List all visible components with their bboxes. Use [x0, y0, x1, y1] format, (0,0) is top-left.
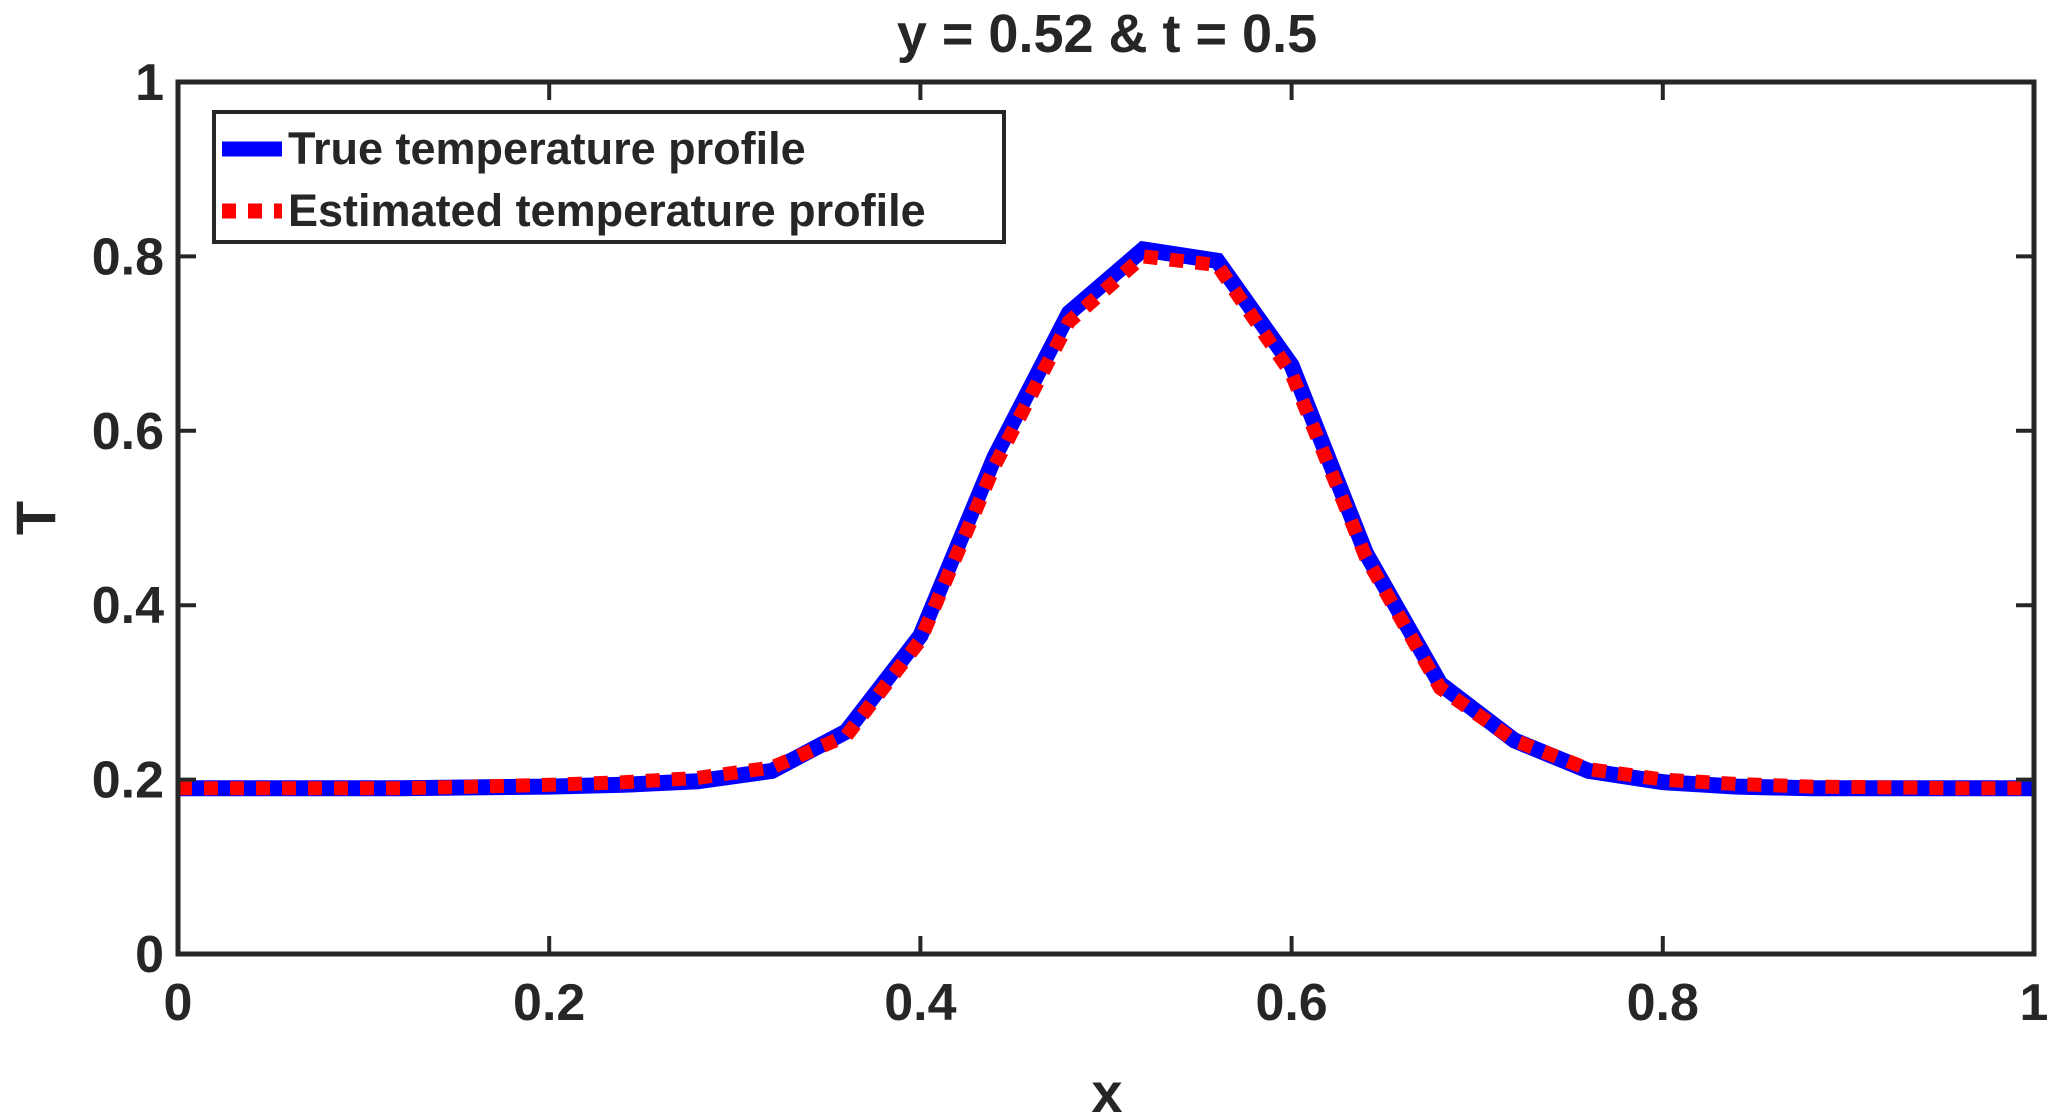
y-axis-label: T: [4, 501, 67, 535]
series-line-estimated-temperature: [178, 249, 2034, 796]
y-tick-label: 1: [135, 54, 164, 112]
x-tick-label: 0.8: [1627, 974, 1699, 1032]
y-tick-label: 0.6: [92, 403, 164, 461]
x-tick-label: 1: [2020, 974, 2049, 1032]
y-tick-label: 0.8: [92, 228, 164, 286]
x-tick-label: 0.4: [884, 974, 956, 1032]
plot-area-frame: [175, 79, 2037, 957]
y-tick-label: 0.2: [92, 752, 164, 810]
x-tick-label: 0.2: [513, 974, 585, 1032]
legend-label-true: True temperature profile: [288, 123, 806, 174]
tick-labels: 0 0.2 0.4 0.6 0.8 1 0 0.2 0.4 0.6 0.8 1: [92, 54, 2049, 1032]
chart-title: y = 0.52 & t = 0.5: [897, 4, 1317, 64]
x-axis-label: x: [1091, 1061, 1122, 1120]
legend-box: [212, 110, 1006, 244]
plot-series: [178, 240, 2034, 797]
x-tick-label: 0: [164, 974, 193, 1032]
y-tick-label: 0.4: [92, 577, 164, 635]
legend-label-estimated: Estimated temperature profile: [288, 185, 926, 236]
legend: True temperature profile Estimated tempe…: [212, 110, 1006, 244]
y-tick-label: 0: [135, 926, 164, 984]
x-tick-label: 0.6: [1255, 974, 1327, 1032]
